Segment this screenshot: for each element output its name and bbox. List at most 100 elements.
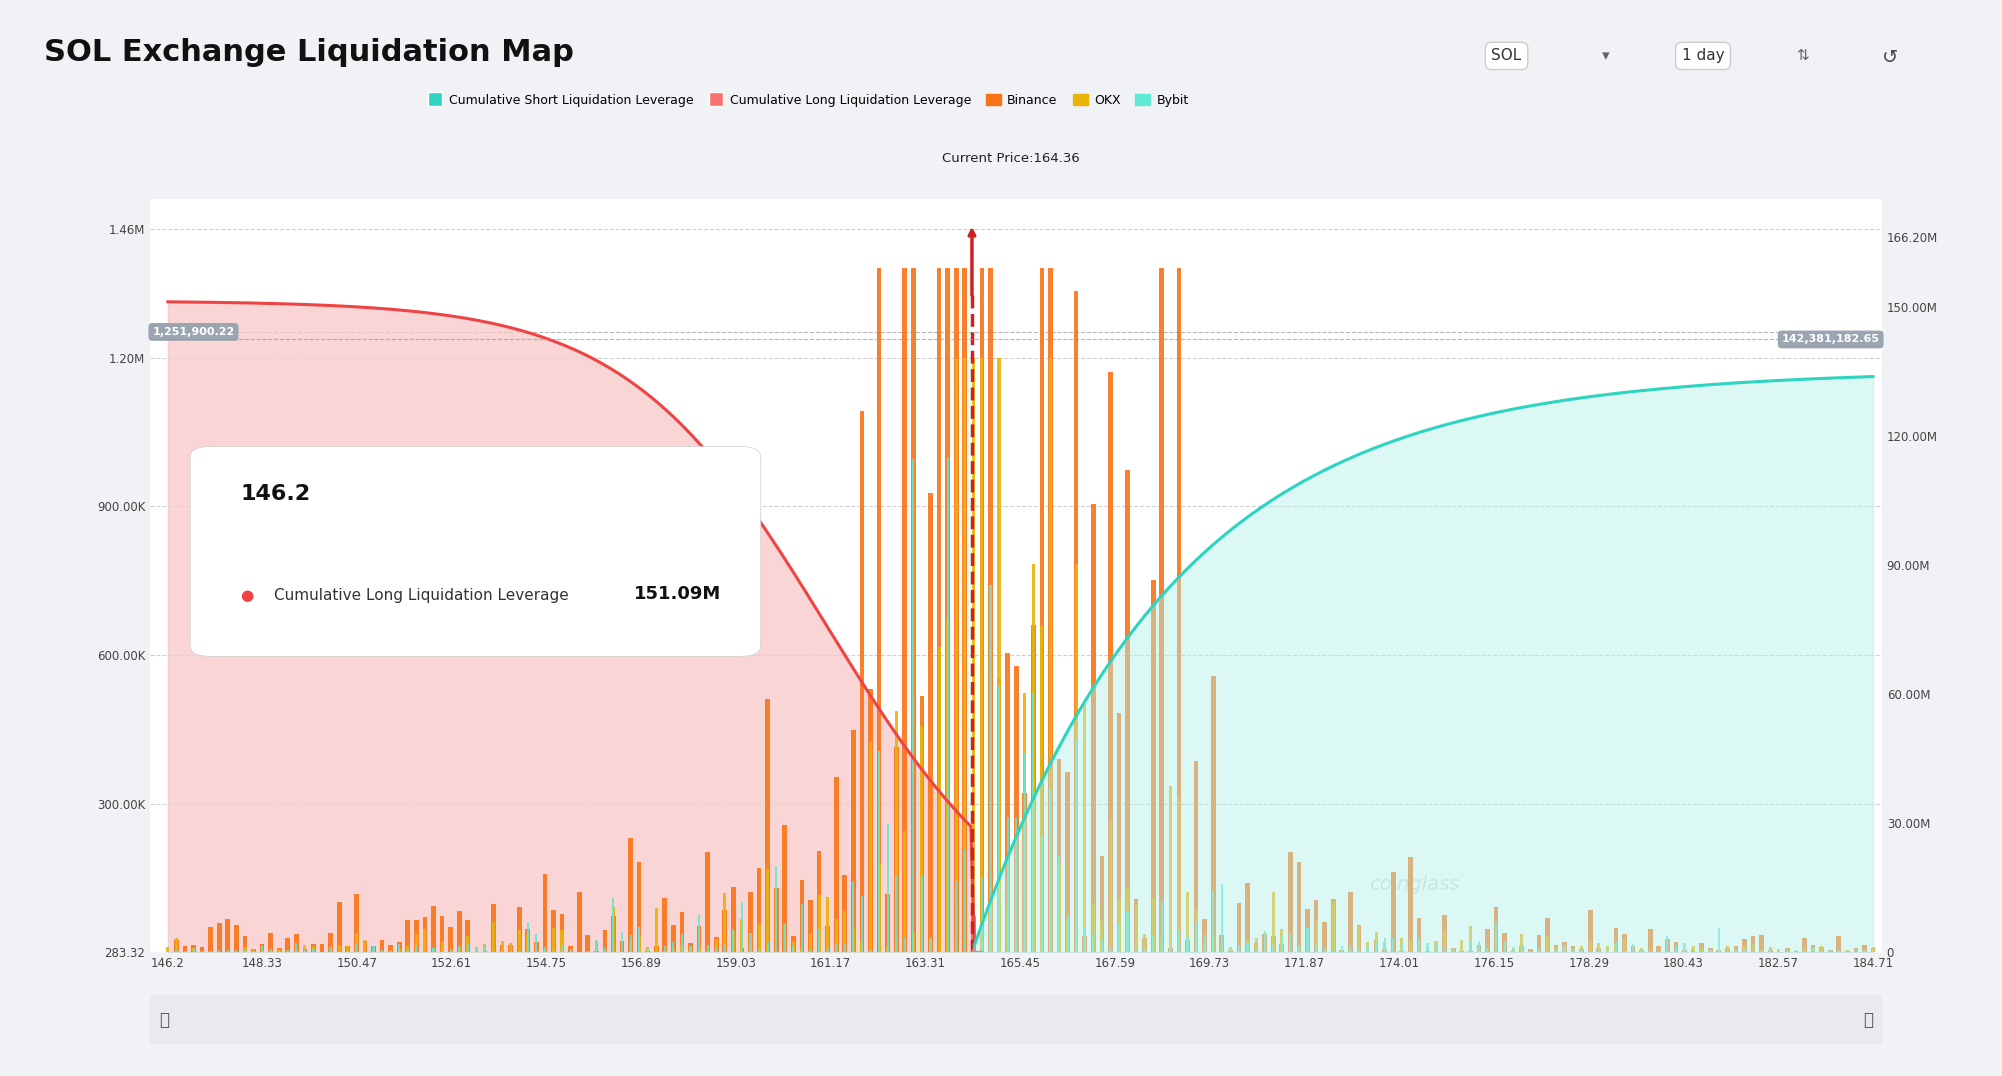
- Bar: [458, 947, 460, 952]
- Bar: [981, 357, 983, 952]
- Bar: [1357, 950, 1359, 952]
- Bar: [1495, 921, 1497, 952]
- Bar: [895, 711, 897, 952]
- Bar: [1469, 942, 1471, 952]
- Bar: [911, 268, 915, 952]
- Bar: [1177, 798, 1181, 952]
- Bar: [1399, 938, 1403, 952]
- Bar: [553, 929, 555, 952]
- Bar: [1726, 946, 1730, 952]
- Bar: [1854, 950, 1858, 952]
- Bar: [673, 943, 675, 952]
- Bar: [1512, 948, 1516, 952]
- Bar: [1650, 950, 1652, 952]
- Bar: [1289, 950, 1291, 952]
- Bar: [835, 777, 839, 952]
- Bar: [406, 949, 408, 952]
- Bar: [1750, 936, 1756, 952]
- Bar: [270, 949, 272, 952]
- Bar: [1007, 907, 1009, 952]
- Bar: [535, 943, 539, 952]
- Bar: [1107, 371, 1113, 952]
- Bar: [827, 948, 829, 952]
- Text: ⇅: ⇅: [1796, 48, 1808, 63]
- Bar: [1752, 944, 1754, 952]
- Bar: [1538, 950, 1540, 952]
- Bar: [971, 357, 975, 952]
- Bar: [689, 946, 691, 952]
- Bar: [911, 932, 915, 952]
- Bar: [440, 916, 444, 952]
- Bar: [1073, 292, 1079, 952]
- Bar: [989, 268, 993, 952]
- Text: ↺: ↺: [1882, 48, 1898, 68]
- Bar: [689, 943, 693, 952]
- Bar: [312, 949, 314, 952]
- Bar: [1546, 919, 1550, 952]
- Bar: [903, 938, 905, 952]
- Bar: [723, 893, 727, 952]
- Bar: [655, 946, 659, 952]
- Bar: [1435, 940, 1437, 952]
- Bar: [1211, 936, 1215, 952]
- Bar: [1502, 933, 1508, 952]
- Bar: [851, 928, 855, 952]
- Bar: [464, 920, 470, 952]
- Bar: [1684, 943, 1686, 952]
- Bar: [304, 945, 306, 952]
- Bar: [1109, 948, 1111, 952]
- Bar: [851, 730, 855, 952]
- Bar: [1331, 898, 1335, 952]
- Bar: [1015, 818, 1017, 952]
- Bar: [1684, 950, 1686, 952]
- Bar: [605, 948, 607, 952]
- Text: 1,251,900.22: 1,251,900.22: [152, 327, 234, 337]
- Bar: [697, 947, 701, 952]
- Bar: [414, 920, 418, 952]
- Bar: [1624, 951, 1626, 952]
- Bar: [519, 930, 521, 952]
- Bar: [775, 866, 777, 952]
- Bar: [278, 949, 280, 952]
- Bar: [1075, 739, 1077, 952]
- Bar: [509, 945, 513, 952]
- Bar: [1135, 904, 1137, 952]
- Bar: [569, 949, 573, 952]
- Bar: [432, 949, 434, 952]
- Bar: [372, 948, 374, 952]
- Bar: [793, 947, 795, 952]
- Bar: [1237, 949, 1241, 952]
- Bar: [1255, 938, 1257, 952]
- Bar: [1185, 939, 1189, 952]
- Bar: [697, 926, 701, 952]
- Bar: [1367, 948, 1369, 952]
- Bar: [1075, 565, 1077, 952]
- Bar: [561, 945, 563, 952]
- Bar: [1381, 949, 1387, 952]
- Bar: [1049, 789, 1051, 952]
- Bar: [1846, 951, 1848, 952]
- Bar: [304, 950, 306, 952]
- Bar: [963, 357, 967, 952]
- Bar: [1023, 693, 1027, 952]
- Bar: [1057, 854, 1059, 952]
- Bar: [458, 946, 460, 952]
- Text: SOL Exchange Liquidation Map: SOL Exchange Liquidation Map: [44, 38, 575, 67]
- Bar: [182, 946, 188, 952]
- Bar: [545, 947, 547, 952]
- Bar: [354, 944, 358, 952]
- Bar: [1307, 928, 1309, 952]
- Bar: [1409, 940, 1411, 952]
- Bar: [1255, 949, 1257, 952]
- Bar: [577, 892, 581, 952]
- Bar: [1734, 946, 1738, 952]
- Bar: [1632, 945, 1634, 952]
- Bar: [757, 868, 761, 952]
- Bar: [312, 947, 314, 952]
- Bar: [1433, 947, 1437, 952]
- Bar: [929, 939, 931, 952]
- Bar: [1726, 948, 1730, 952]
- Bar: [1572, 950, 1574, 952]
- Bar: [1778, 949, 1780, 952]
- Bar: [1656, 946, 1662, 952]
